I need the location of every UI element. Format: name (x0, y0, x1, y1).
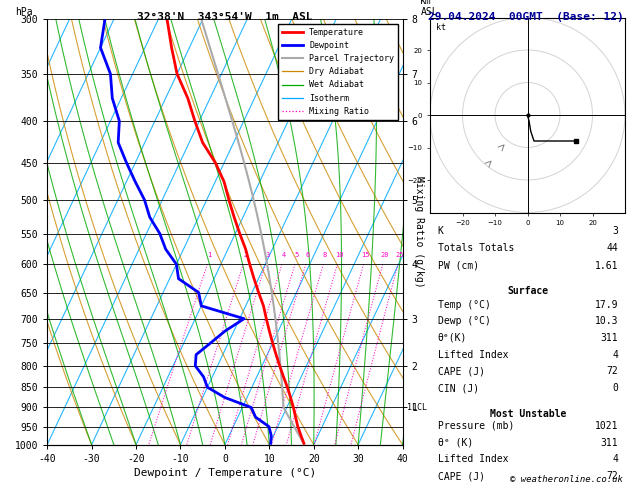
Text: km
ASL: km ASL (420, 0, 438, 17)
Text: K: K (438, 226, 443, 236)
Y-axis label: Mixing Ratio (g/kg): Mixing Ratio (g/kg) (415, 176, 425, 288)
X-axis label: Dewpoint / Temperature (°C): Dewpoint / Temperature (°C) (134, 468, 316, 478)
Text: 2: 2 (243, 252, 247, 259)
Text: 44: 44 (606, 243, 618, 253)
Text: hPa: hPa (15, 7, 33, 17)
Text: 3: 3 (265, 252, 269, 259)
Text: 4: 4 (612, 350, 618, 360)
Text: Dewp (°C): Dewp (°C) (438, 316, 491, 326)
Text: kt: kt (436, 23, 446, 33)
Text: 10: 10 (335, 252, 343, 259)
Text: 1021: 1021 (594, 421, 618, 431)
Text: Pressure (mb): Pressure (mb) (438, 421, 515, 431)
Text: 6: 6 (306, 252, 309, 259)
Text: 8: 8 (323, 252, 327, 259)
Text: © weatheronline.co.uk: © weatheronline.co.uk (510, 474, 623, 484)
Text: 3: 3 (612, 226, 618, 236)
Text: 25: 25 (395, 252, 404, 259)
Text: θᵉ(K): θᵉ(K) (438, 333, 467, 343)
Text: PW (cm): PW (cm) (438, 260, 479, 271)
Text: 20: 20 (380, 252, 389, 259)
Text: 32°38'N  343°54'W  1m  ASL: 32°38'N 343°54'W 1m ASL (137, 12, 313, 22)
Text: Lifted Index: Lifted Index (438, 350, 508, 360)
Text: 311: 311 (601, 333, 618, 343)
Text: Temp (°C): Temp (°C) (438, 299, 491, 310)
Text: θᵉ (K): θᵉ (K) (438, 438, 473, 448)
Text: 1.61: 1.61 (594, 260, 618, 271)
Text: Most Unstable: Most Unstable (490, 409, 566, 418)
Text: 5: 5 (294, 252, 299, 259)
Text: Surface: Surface (508, 286, 548, 296)
Text: 4: 4 (282, 252, 286, 259)
Text: 1LCL: 1LCL (407, 403, 426, 412)
Text: 15: 15 (361, 252, 369, 259)
Text: 72: 72 (606, 366, 618, 377)
Text: 1: 1 (207, 252, 211, 259)
Text: CIN (J): CIN (J) (438, 383, 479, 393)
Text: 29.04.2024  00GMT  (Base: 12): 29.04.2024 00GMT (Base: 12) (428, 12, 623, 22)
Text: 10.3: 10.3 (594, 316, 618, 326)
Text: Totals Totals: Totals Totals (438, 243, 515, 253)
Text: 311: 311 (601, 438, 618, 448)
Text: 72: 72 (606, 471, 618, 481)
Text: Lifted Index: Lifted Index (438, 454, 508, 465)
Text: CAPE (J): CAPE (J) (438, 471, 485, 481)
Text: 17.9: 17.9 (594, 299, 618, 310)
Text: CAPE (J): CAPE (J) (438, 366, 485, 377)
Text: 4: 4 (612, 454, 618, 465)
Text: 0: 0 (612, 383, 618, 393)
Legend: Temperature, Dewpoint, Parcel Trajectory, Dry Adiabat, Wet Adiabat, Isotherm, Mi: Temperature, Dewpoint, Parcel Trajectory… (277, 24, 398, 120)
